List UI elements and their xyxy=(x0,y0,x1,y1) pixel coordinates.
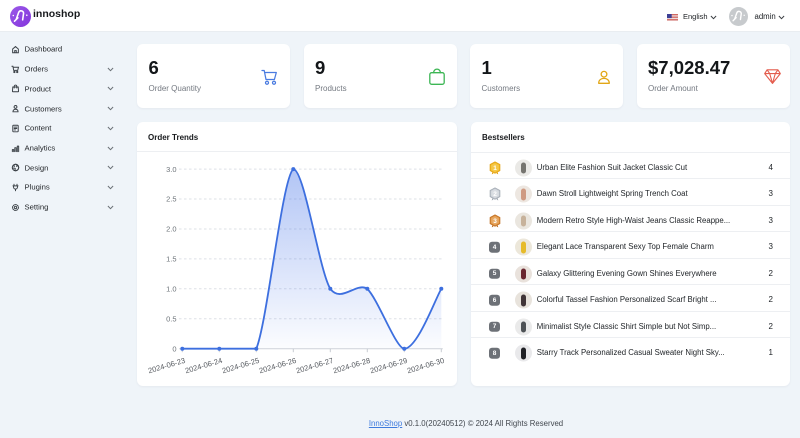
svg-text:2.0: 2.0 xyxy=(166,225,176,234)
svg-text:1.0: 1.0 xyxy=(166,285,176,294)
svg-text:2.5: 2.5 xyxy=(166,195,176,204)
svg-text:2024-06-29: 2024-06-29 xyxy=(369,356,408,376)
svg-text:2024-06-26: 2024-06-26 xyxy=(258,356,297,376)
svg-text:2024-06-30: 2024-06-30 xyxy=(406,356,445,376)
svg-text:3.0: 3.0 xyxy=(166,165,176,174)
svg-text:1.5: 1.5 xyxy=(166,255,176,264)
svg-text:2: 2 xyxy=(493,191,497,198)
svg-text:2024-06-24: 2024-06-24 xyxy=(184,356,223,376)
svg-text:2024-06-28: 2024-06-28 xyxy=(332,356,371,376)
svg-text:2024-06-23: 2024-06-23 xyxy=(147,356,186,376)
svg-text:3: 3 xyxy=(493,217,497,224)
svg-text:2024-06-25: 2024-06-25 xyxy=(221,356,260,376)
svg-text:2024-06-27: 2024-06-27 xyxy=(295,356,334,376)
svg-text:1: 1 xyxy=(493,164,497,171)
svg-text:0: 0 xyxy=(172,344,176,353)
svg-text:0.5: 0.5 xyxy=(166,315,176,324)
